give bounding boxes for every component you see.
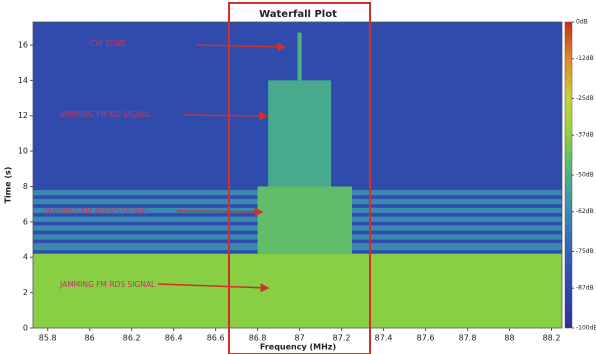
x-tick-label: 88.2 xyxy=(543,334,561,343)
y-tick-label: 8 xyxy=(23,182,28,191)
y-tick-label: 6 xyxy=(23,217,28,226)
colorbar-tick-label: -12dB xyxy=(576,55,594,62)
heat-cell xyxy=(257,186,353,254)
colorbar-tick-label: 0dB xyxy=(576,19,588,26)
plot-frame xyxy=(32,21,563,329)
x-tick-label: 85.8 xyxy=(39,334,57,343)
x-tick-label: 87.8 xyxy=(459,334,477,343)
x-tick-label: 86.2 xyxy=(123,334,141,343)
y-tick-label: 0 xyxy=(23,324,28,333)
arrow xyxy=(176,207,264,217)
colorbar-tick-label: -87dB xyxy=(576,285,594,292)
x-tick-label: 87.2 xyxy=(333,334,351,343)
x-tick-label: 86.8 xyxy=(249,334,267,343)
x-tick-label: 86 xyxy=(85,334,95,343)
x-tick-label: 86.4 xyxy=(165,334,183,343)
heat-cell xyxy=(268,80,332,187)
chart-title: Waterfall Plot xyxy=(259,9,337,20)
annotation: JAMMING FM RDS SIGNAL xyxy=(59,280,156,289)
heat-cell xyxy=(33,253,562,328)
heat-cell xyxy=(297,32,302,81)
arrows xyxy=(157,42,287,293)
annotation: JAMMING FM AUDIO SIGNAL xyxy=(44,207,150,216)
y-tick-label: 14 xyxy=(18,76,28,85)
annotation: JAMMING FM NO SIGNAL xyxy=(59,110,152,119)
highlight-frame xyxy=(228,2,371,354)
y-tick-label: 2 xyxy=(23,288,28,297)
annotation: CW TONE xyxy=(90,39,126,48)
arrow xyxy=(157,283,270,293)
colorbar-tick-label: -75dB xyxy=(576,248,594,255)
x-tick-label: 87.4 xyxy=(375,334,393,343)
y-tick-label: 12 xyxy=(18,111,28,120)
arrow xyxy=(182,111,269,121)
y-tick-label: 16 xyxy=(18,40,28,49)
colorbar-tick-label: -25dB xyxy=(576,95,594,102)
colorbar-tick-label: -50dB xyxy=(576,172,594,179)
x-tick-label: 87 xyxy=(295,334,305,343)
x-tick-label: 88 xyxy=(504,334,514,343)
y-axis-label: Time (s) xyxy=(4,167,13,204)
y-tick-label: 10 xyxy=(18,147,28,156)
x-axis-label: Frequency (MHz) xyxy=(260,343,336,352)
arrow xyxy=(196,42,287,52)
colorbar-tick-label: -37dB xyxy=(576,132,594,139)
x-tick-label: 86.6 xyxy=(207,334,225,343)
colorbar-tick-label: -62dB xyxy=(576,208,594,215)
plot-area xyxy=(33,22,562,328)
x-tick-label: 87.6 xyxy=(417,334,435,343)
colorbar-tick-label: -100dB xyxy=(576,325,596,332)
colorbar xyxy=(564,21,573,329)
y-tick-label: 4 xyxy=(23,253,28,262)
